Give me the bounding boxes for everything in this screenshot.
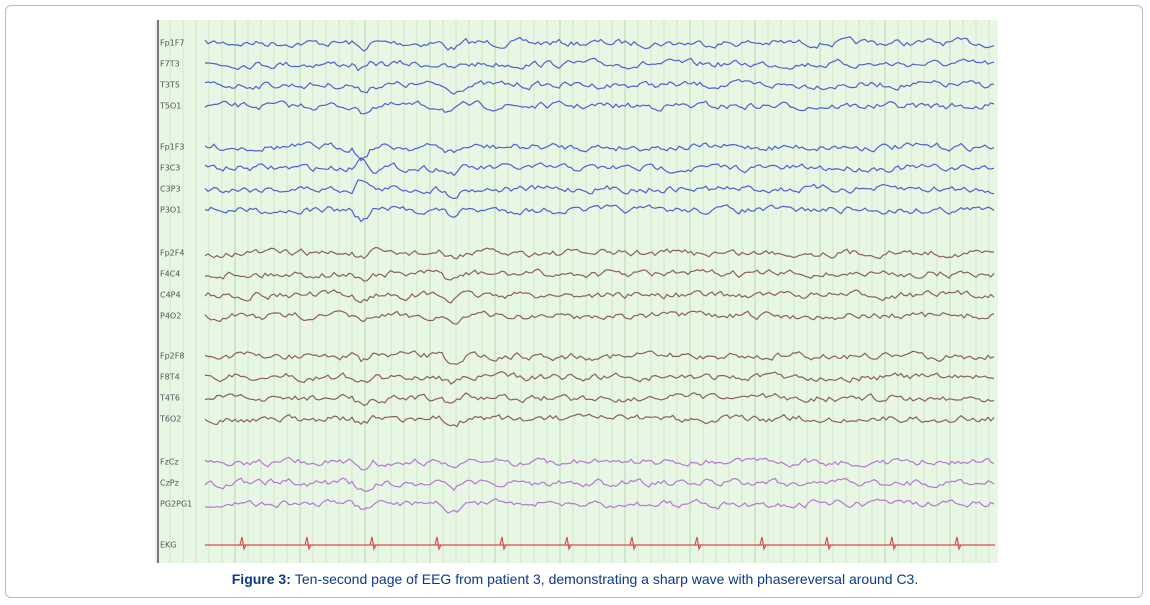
eeg-trace — [204, 246, 995, 260]
eeg-trace — [204, 100, 995, 115]
channel-label: F3C3 — [160, 164, 180, 173]
eeg-trace — [204, 413, 995, 428]
channel-label: T6O2 — [159, 415, 181, 424]
channel-label: F4C4 — [160, 270, 180, 279]
eeg-trace — [204, 477, 995, 492]
eeg-trace — [204, 498, 995, 514]
eeg-trace — [204, 157, 995, 177]
channel-label: Fp2F8 — [160, 352, 184, 361]
eeg-trace — [204, 179, 995, 200]
channel-label: FzCz — [160, 458, 179, 467]
caption-label: Figure 3: — [231, 571, 291, 587]
eeg-trace — [204, 371, 995, 385]
caption-text: Ten-second page of EEG from patient 3, d… — [294, 571, 919, 587]
eeg-trace — [204, 310, 995, 325]
channel-label: T5O1 — [159, 102, 181, 111]
figure-frame — [5, 5, 1143, 598]
channel-label: C4P4 — [160, 291, 181, 300]
channel-label: P3O1 — [160, 206, 181, 215]
eeg-trace — [204, 392, 995, 407]
eeg-trace — [204, 78, 995, 95]
channel-label: T3T5 — [159, 81, 180, 90]
eeg-trace — [204, 57, 995, 72]
channel-label: T4T6 — [159, 394, 180, 403]
channel-label: CzPz — [160, 479, 179, 488]
eeg-trace — [204, 141, 995, 162]
eeg-traces: Fp1F7 F7T3 T3T5 T5O1 Fp1F3 F3C3 C3P3 P3O1 Fp2F4 F… — [159, 36, 995, 551]
eeg-trace — [204, 456, 995, 471]
channel-label: Fp1F7 — [160, 39, 184, 48]
eeg-trace — [204, 36, 995, 52]
eeg-trace — [204, 289, 995, 304]
channel-label: F8T4 — [160, 373, 180, 382]
channel-label: EKG — [160, 541, 177, 550]
channel-label: F7T3 — [160, 60, 180, 69]
eeg-grid — [169, 20, 990, 563]
eeg-trace — [204, 204, 995, 223]
eeg-background — [155, 20, 998, 563]
figure-caption: Figure 3: Ten-second page of EEG from pat… — [0, 571, 1150, 587]
eeg-trace — [204, 268, 995, 282]
eeg-trace — [204, 350, 995, 365]
channel-label: Fp2F4 — [160, 249, 184, 258]
channel-label: C3P3 — [160, 185, 181, 194]
channel-label: Fp1F3 — [160, 143, 184, 152]
channel-label: P4O2 — [160, 312, 181, 321]
eeg-trace — [205, 536, 995, 551]
channel-label: PG2PG1 — [160, 500, 192, 509]
